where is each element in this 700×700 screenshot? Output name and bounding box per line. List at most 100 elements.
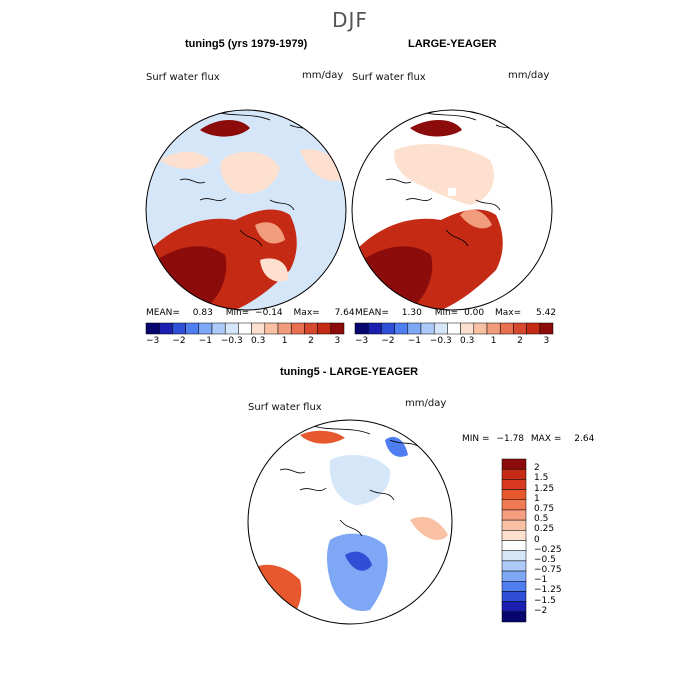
panel-2-stats: MEAN= 1.30 Min= 0.00 Max= 5.42 [355,308,556,318]
panel-1-colorbar-swatch [277,322,292,335]
panel-1-colorbar-swatch [158,322,173,335]
panel-2-colorbar-swatch [420,322,435,335]
panel-2-colorbar-tick: 1 [490,336,497,346]
diff-colorbar-label: −1 [534,575,548,586]
panel-2-units-label: mm/day [508,70,550,81]
panel-2-colorbar-swatch [407,322,422,335]
panel-1-stats: MEAN= 0.83 Min= −0.14 Max= 7.64 [146,308,355,318]
panel-2-map [352,110,552,310]
panel-1-colorbar-tick: −2 [172,336,186,346]
diff-colorbar-swatch [501,509,527,521]
panel-1-map-border [145,109,347,311]
panel-1-colorbar-tick: 2 [308,336,314,346]
diff-colorbar-swatch [501,540,527,551]
diff-colorbar-label: −0.75 [534,565,562,576]
diff-colorbar-swatch [501,591,527,602]
panel-2-max-label: Max= [495,308,522,318]
panel-2-min-value: 0.00 [464,308,485,318]
diff-colorbar-label: 0 [534,534,540,545]
diff-map [248,420,452,624]
panel-1-mean-value: 0.83 [192,308,213,318]
panel-2-colorbar-swatch [486,322,501,335]
diff-colorbar-label: 0.75 [534,503,555,514]
panel-2-colorbar-tick: 3 [543,336,550,346]
panel-1-colorbar-swatch [251,322,266,335]
panel-2-colorbar-swatch [526,322,541,335]
diff-colorbar-swatch [501,611,527,623]
diff-colorbar-label: −0.5 [534,554,556,565]
panel-2-colorbar-tick: −3 [354,336,369,346]
panel-1-colorbar-swatch [317,322,332,335]
panel-1-colorbar-swatch [330,322,345,335]
panel-2-colorbar-swatch [394,322,409,335]
diff-panel-title: tuning5 - LARGE-YEAGER [280,366,419,378]
diff-units-label: mm/day [405,398,447,409]
panel-1-max-value: 7.64 [334,308,355,318]
diff-max-value: 2.64 [574,434,595,444]
panel-1-field-label: Surf water flux [146,72,220,83]
diff-colorbar-swatch [501,479,527,490]
panel-1-colorbar-tick: 3 [334,336,341,346]
panel-2-colorbar-swatch [473,322,488,335]
panel-2-colorbar-tick: −2 [381,336,395,346]
diff-colorbar-label: 0.25 [534,524,555,535]
panel-2-colorbar-swatch [513,322,527,335]
panel-1-colorbar-swatch [224,322,239,335]
panel-1-mean-label: MEAN= [146,308,180,318]
panel-2-colorbar-swatch [499,322,514,335]
panel-2-min-label: Min= [434,308,459,318]
diff-colorbar-swatch [501,581,527,592]
diff-colorbar-label: −0.25 [534,544,562,555]
panel-2-colorbar [354,322,554,335]
diff-colorbar-swatch [501,560,527,572]
season-title: DJF [332,8,368,32]
diff-colorbar-swatch [501,489,527,500]
diff-colorbar-swatch [501,530,527,541]
panel-2-colorbar-swatch [447,322,461,335]
diff-colorbar-swatch [501,499,527,511]
panel-1-min-label: Min= [225,308,250,318]
panel-2-colorbar-tick: 0.3 [460,336,475,346]
panel-1-colorbar-tick: 1 [281,336,288,346]
panel-1-colorbar-swatch [290,322,305,335]
diff-colorbar-label: −1.5 [534,595,556,606]
panel-2-colorbar-swatch [381,322,395,335]
panel-1-colorbar-swatch [238,322,252,335]
panel-1-colorbar-swatch [172,322,186,335]
panel-2-colorbar-swatch [460,322,475,335]
panel-2-map-border [351,109,553,311]
panel-1-colorbar-tick: 0.3 [251,336,266,346]
panel-1-colorbar-tick: −3 [145,336,160,346]
panel-1-units-label: mm/day [302,70,344,81]
diff-max-label: MAX = [530,434,562,444]
panel-2-colorbar-tick: −1 [407,336,422,346]
diff-colorbar-label: 1.25 [534,483,555,494]
diff-field-label: Surf water flux [248,402,322,413]
panel-1-min-value: −0.14 [255,308,283,318]
diff-colorbar-swatch [501,468,527,480]
panel-1-max-label: Max= [293,308,320,318]
diff-colorbar-swatch [501,458,527,470]
diff-colorbar-label: −2 [534,605,548,616]
diff-colorbar-swatch [501,550,527,562]
diff-colorbar-label: 0.5 [534,514,549,525]
panel-1-map [146,110,346,310]
panel-1-colorbar-swatch [264,322,279,335]
panel-2-colorbar-swatch [433,322,448,335]
panel-2-mean-value: 1.30 [401,308,422,318]
panel-1-colorbar-tick: −1 [198,336,213,346]
panel-1-colorbar-swatch [145,322,160,335]
diff-colorbar-label: 1 [534,493,540,504]
panel-2-title: LARGE-YEAGER [408,38,497,50]
panel-2-mean-label: MEAN= [355,308,389,318]
panel-1-colorbar-swatch [211,322,226,335]
diff-colorbar [501,458,527,623]
panel-1-colorbar [145,322,345,335]
panel-2-colorbar-swatch [539,322,554,335]
panel-1-colorbar-swatch [304,322,318,335]
diff-colorbar-label: −1.25 [534,585,562,596]
panel-1-colorbar-swatch [198,322,213,335]
diff-minmax: MIN = −1.78 MAX = 2.64 [462,434,594,444]
diff-min-value: −1.78 [496,434,525,444]
diff-colorbar-swatch [501,519,527,531]
